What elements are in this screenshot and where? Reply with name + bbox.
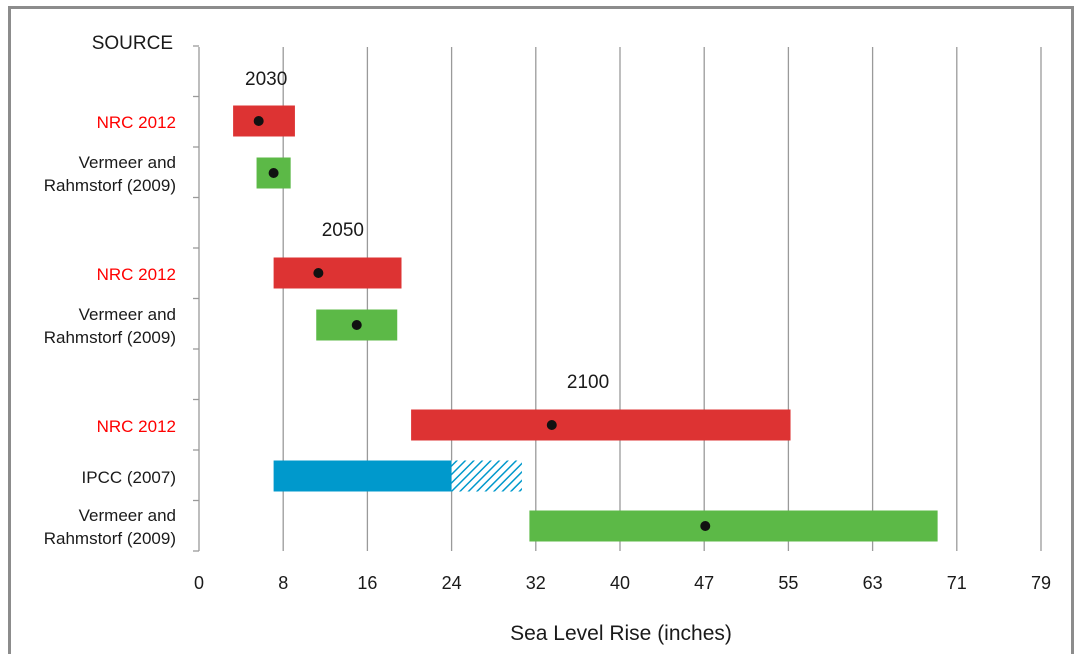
source-label: NRC 2012 bbox=[97, 113, 176, 132]
source-label-line: Rahmstorf (2009) bbox=[44, 328, 176, 347]
source-label-line: Vermeer and bbox=[79, 305, 176, 324]
source-label: NRC 2012 bbox=[97, 417, 176, 436]
chart-frame bbox=[8, 6, 1074, 654]
source-label: Vermeer and Rahmstorf (2009) bbox=[44, 305, 176, 347]
range-bar bbox=[411, 409, 791, 441]
central-estimate-dot bbox=[351, 320, 362, 330]
x-axis-title: Sea Level Rise (inches) bbox=[510, 622, 732, 645]
year-label: 2030 bbox=[245, 69, 287, 90]
central-estimate-dot bbox=[268, 168, 279, 178]
year-label: 2100 bbox=[567, 372, 609, 393]
x-tick-label: 71 bbox=[947, 573, 967, 593]
central-estimate-dot bbox=[253, 116, 264, 126]
source-label: IPCC (2007) bbox=[82, 468, 176, 487]
source-label-line: IPCC (2007) bbox=[82, 468, 176, 487]
x-tick-label: 63 bbox=[863, 573, 883, 593]
x-tick-label: 47 bbox=[694, 573, 714, 593]
x-tick-label: 24 bbox=[442, 573, 462, 593]
source-label-line: Vermeer and bbox=[79, 153, 176, 172]
source-label-line: NRC 2012 bbox=[97, 113, 176, 132]
x-tick-label: 55 bbox=[778, 573, 798, 593]
x-tick-label: 79 bbox=[1031, 573, 1051, 593]
central-estimate-dot bbox=[700, 521, 711, 531]
source-label-line: Rahmstorf (2009) bbox=[44, 529, 176, 548]
x-tick-label: 0 bbox=[194, 573, 204, 593]
year-label: 2050 bbox=[322, 220, 364, 241]
range-bar bbox=[529, 510, 938, 542]
source-label: Vermeer and Rahmstorf (2009) bbox=[44, 506, 176, 548]
source-label-line: NRC 2012 bbox=[97, 265, 176, 284]
y-axis bbox=[193, 45, 200, 552]
range-bar bbox=[273, 257, 402, 289]
labels: SOURCE Sea Level Rise (inches) 0 8 16 24 32 4… bbox=[44, 33, 1051, 645]
range-bar bbox=[273, 460, 452, 492]
source-label-line: Rahmstorf (2009) bbox=[44, 176, 176, 195]
source-label: NRC 2012 bbox=[97, 265, 176, 284]
range-bar-extension bbox=[451, 460, 522, 492]
bars bbox=[233, 105, 938, 542]
x-tick-label: 32 bbox=[526, 573, 546, 593]
source-label: Vermeer and Rahmstorf (2009) bbox=[44, 153, 176, 195]
x-tick-label: 40 bbox=[610, 573, 630, 593]
source-header: SOURCE bbox=[92, 33, 173, 54]
central-estimate-dot bbox=[546, 420, 557, 430]
source-label-line: NRC 2012 bbox=[97, 417, 176, 436]
x-tick-label: 16 bbox=[357, 573, 377, 593]
range-bar bbox=[233, 105, 295, 137]
central-estimate-dot bbox=[313, 268, 324, 278]
source-label-line: Vermeer and bbox=[79, 506, 176, 525]
x-tick-label: 8 bbox=[278, 573, 288, 593]
central-estimates bbox=[253, 116, 711, 531]
